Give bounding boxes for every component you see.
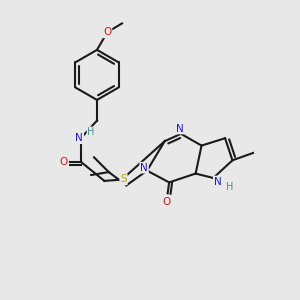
Text: N: N [140,163,148,173]
Text: S: S [120,174,127,184]
Text: H: H [87,127,95,137]
Text: O: O [59,157,67,167]
Text: N: N [214,176,222,187]
Text: O: O [103,27,111,37]
Text: N: N [176,124,183,134]
Text: N: N [76,133,83,143]
Text: H: H [226,182,233,192]
Text: O: O [162,197,170,207]
